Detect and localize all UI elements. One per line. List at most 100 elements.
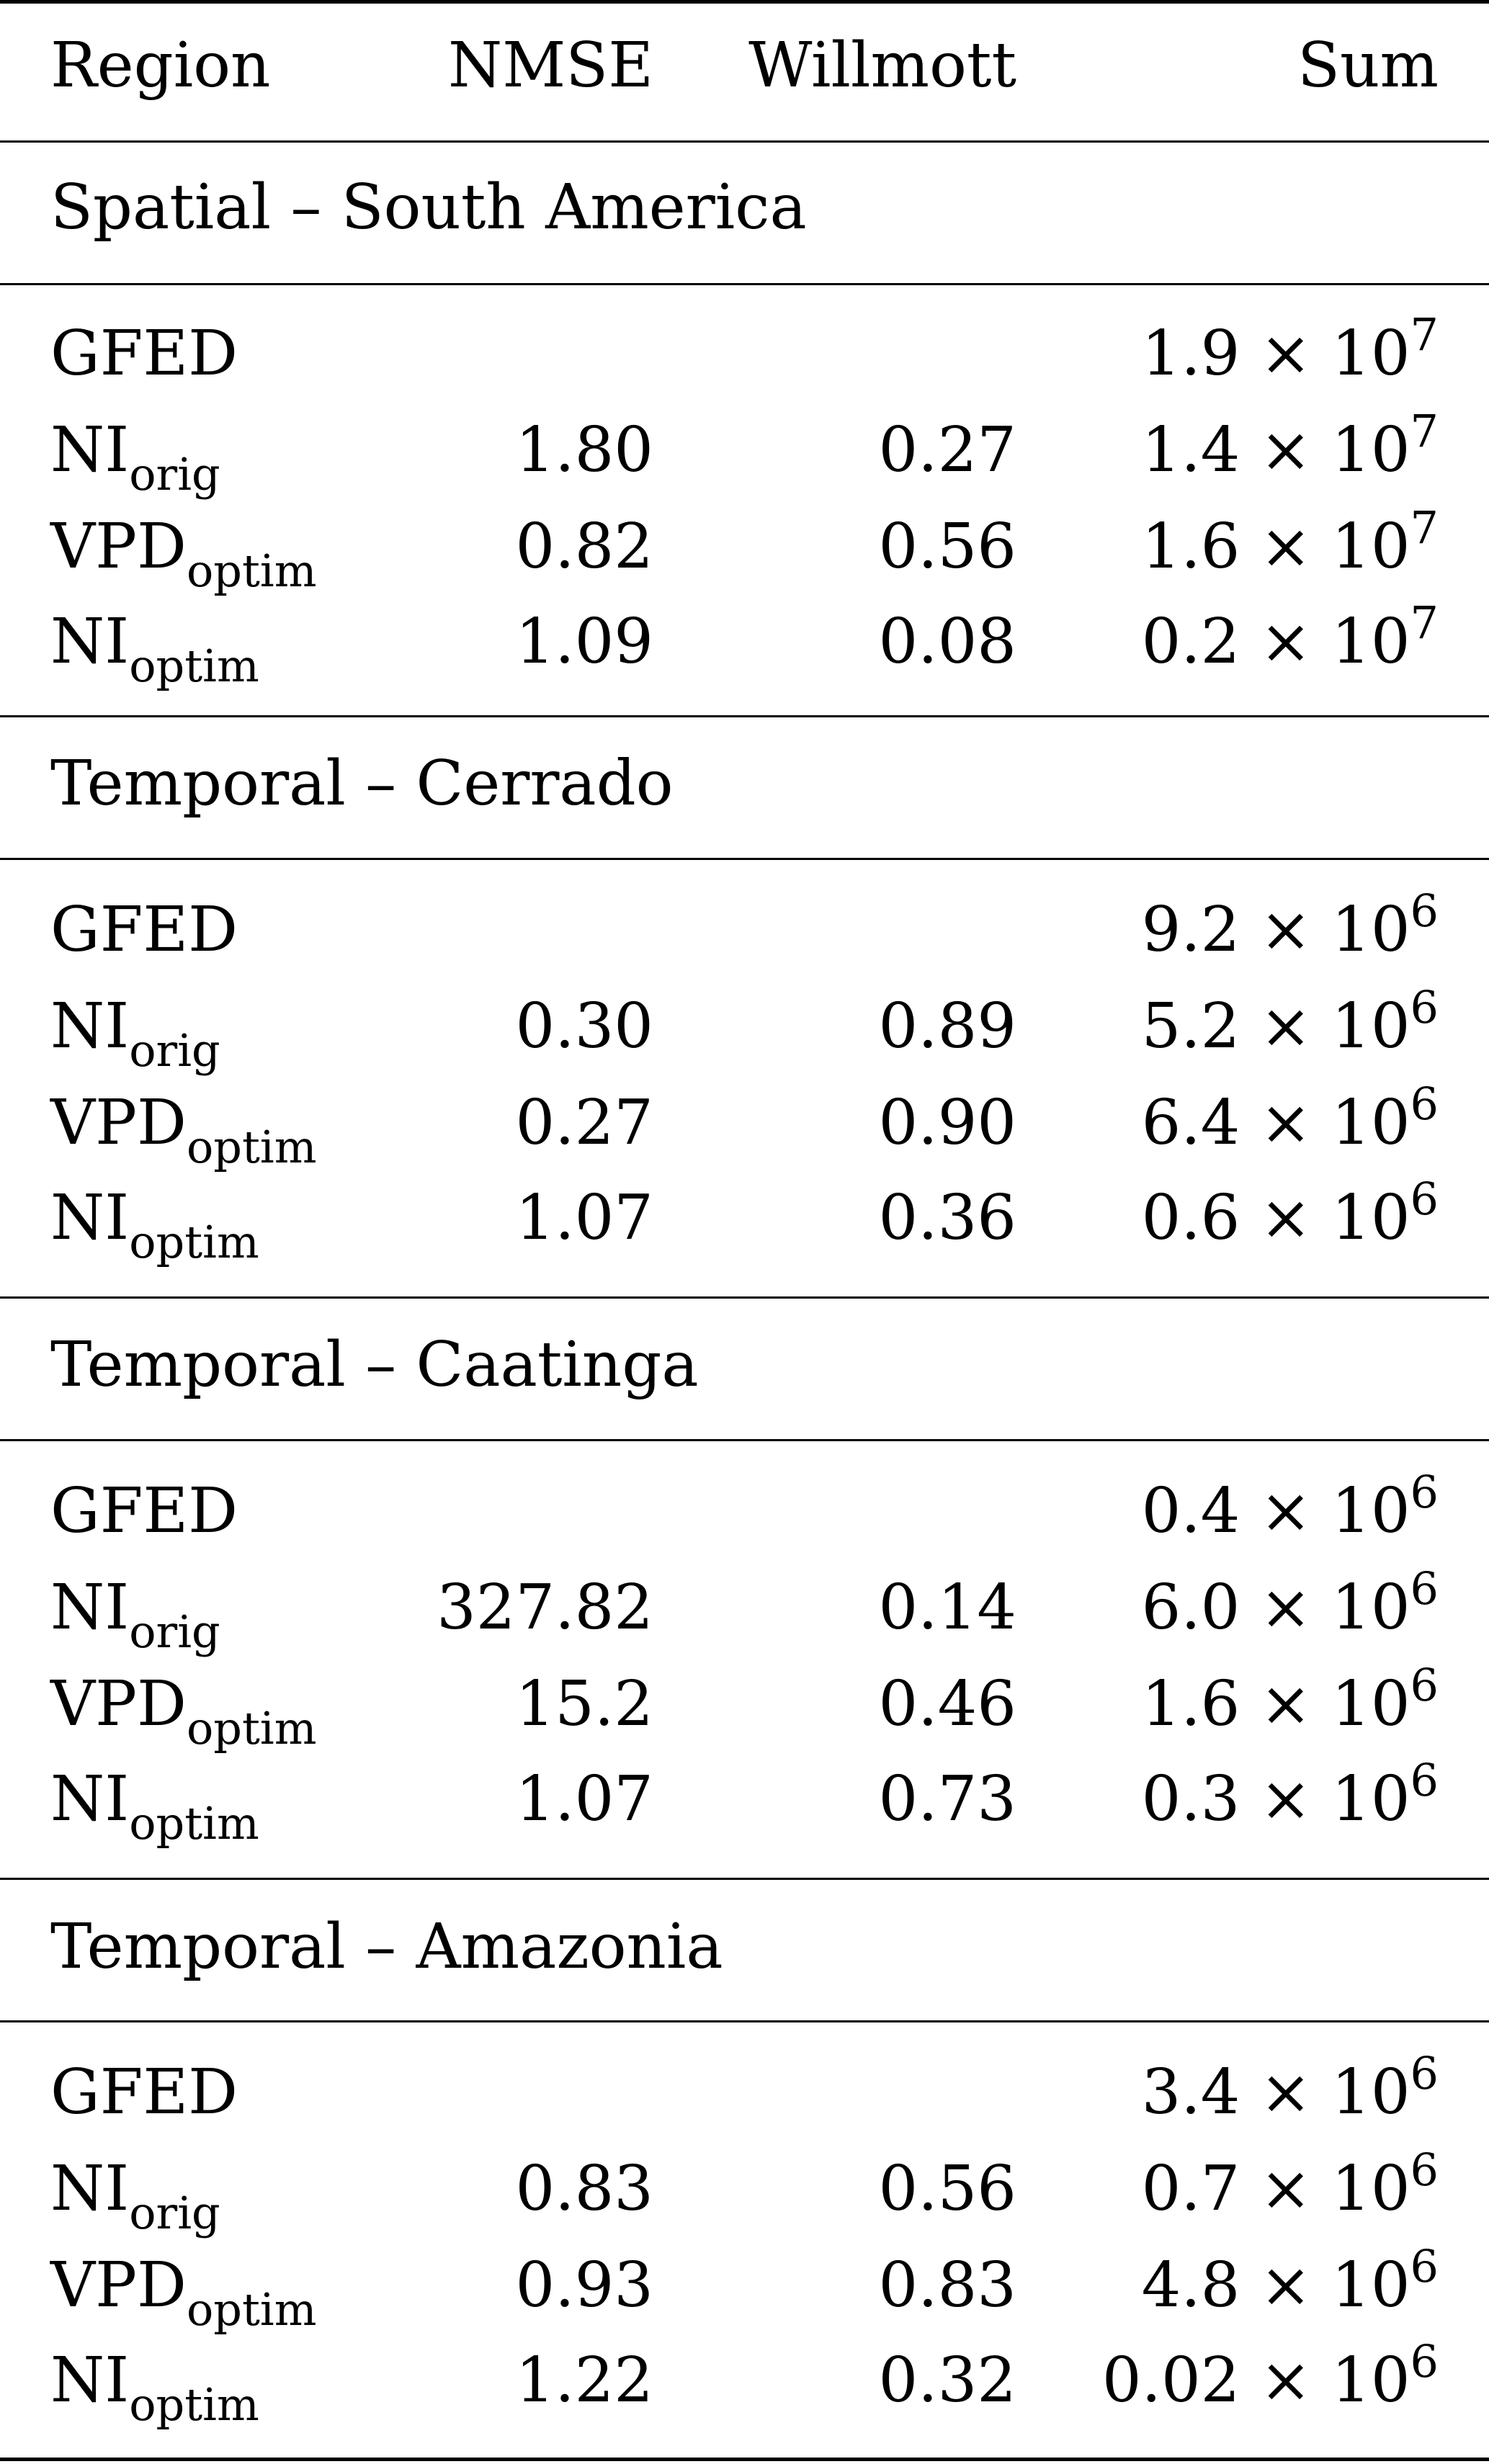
sum-exponent: 6	[1410, 980, 1439, 1034]
model-base: VPD	[50, 2249, 187, 2321]
sum-mantissa: 3.4 × 10	[1141, 2056, 1410, 2128]
model-subscript: orig	[129, 1605, 220, 1659]
sum-mantissa: 6.0 × 10	[1141, 1572, 1410, 1644]
nmse-value: 1.07	[515, 1182, 653, 1254]
model-base: VPD	[50, 1668, 187, 1740]
sum-exponent: 6	[1410, 2239, 1439, 2293]
model-subscript: optim	[186, 545, 317, 598]
model-base: NI	[50, 1763, 130, 1835]
model-base: GFED	[50, 1475, 238, 1547]
model-base: GFED	[50, 894, 238, 966]
model-base: GFED	[50, 2056, 238, 2128]
sum-value: 0.02 × 106	[1102, 2339, 1439, 2411]
model-base: VPD	[50, 1087, 187, 1159]
model-name: GFED	[50, 323, 238, 385]
nmse-value: 0.82	[515, 511, 653, 583]
sum-exponent: 6	[1410, 1172, 1439, 1225]
model-name: VPDoptim	[50, 1673, 317, 1751]
model-base: NI	[50, 606, 130, 678]
model-name: GFED	[50, 2061, 238, 2123]
sum-mantissa: 4.8 × 10	[1141, 2249, 1410, 2321]
header-willmott: Willmott	[748, 30, 1016, 102]
sum-value: 0.3 × 106	[1142, 1757, 1439, 1830]
willmott-value: 0.32	[878, 2344, 1016, 2416]
sum-mantissa: 0.02 × 10	[1101, 2344, 1410, 2416]
model-name: NIorig	[50, 2158, 220, 2236]
model-base: NI	[50, 990, 130, 1062]
model-subscript: optim	[129, 1216, 259, 1269]
model-subscript: orig	[129, 448, 220, 501]
sum-exponent: 6	[1410, 884, 1439, 937]
sum-value: 3.4 × 106	[1142, 2051, 1439, 2123]
sum-mantissa: 0.7 × 10	[1141, 2153, 1410, 2225]
model-base: NI	[50, 2153, 130, 2225]
sum-mantissa: 5.2 × 10	[1141, 990, 1410, 1062]
model-subscript: optim	[186, 1702, 317, 1755]
nmse-value: 0.93	[515, 2249, 653, 2321]
sum-mantissa: 1.4 × 10	[1141, 414, 1410, 486]
sum-exponent: 6	[1410, 2143, 1439, 2196]
model-name: VPDoptim	[50, 516, 317, 593]
model-subscript: optim	[129, 640, 259, 693]
bottom-rule	[0, 2458, 1489, 2461]
model-base: GFED	[50, 318, 238, 390]
sum-exponent: 6	[1410, 2334, 1439, 2388]
sum-mantissa: 0.4 × 10	[1141, 1475, 1410, 1547]
sum-value: 6.0 × 106	[1142, 1566, 1439, 1639]
model-base: NI	[50, 1182, 130, 1254]
sum-mantissa: 1.9 × 10	[1141, 318, 1410, 390]
section-title: Temporal – Caatinga	[50, 1329, 699, 1401]
nmse-value: 1.07	[515, 1763, 653, 1835]
sum-value: 0.2 × 107	[1142, 600, 1439, 673]
section-rule	[0, 858, 1489, 860]
sum-value: 1.6 × 106	[1142, 1662, 1439, 1735]
willmott-value: 0.46	[878, 1668, 1016, 1740]
sum-exponent: 7	[1410, 596, 1439, 649]
nmse-value: 0.83	[515, 2153, 653, 2225]
nmse-value: 0.30	[515, 990, 653, 1062]
sum-mantissa: 0.6 × 10	[1141, 1182, 1410, 1254]
nmse-value: 327.82	[437, 1572, 653, 1644]
sum-mantissa: 0.3 × 10	[1141, 1763, 1410, 1835]
sum-value: 1.4 × 107	[1142, 408, 1439, 481]
sum-mantissa: 9.2 × 10	[1141, 894, 1410, 966]
model-subscript: optim	[129, 1797, 259, 1850]
model-name: VPDoptim	[50, 1092, 317, 1170]
section-separator-rule	[0, 715, 1489, 717]
section-title: Spatial – South America	[50, 171, 807, 243]
model-base: NI	[50, 414, 130, 486]
model-name: GFED	[50, 1480, 238, 1542]
willmott-value: 0.56	[878, 511, 1016, 583]
willmott-value: 0.83	[878, 2249, 1016, 2321]
model-subscript: orig	[129, 2187, 220, 2240]
model-name: NIorig	[50, 1577, 220, 1654]
sum-value: 0.7 × 106	[1142, 2147, 1439, 2220]
section-separator-rule	[0, 1878, 1489, 1880]
willmott-value: 0.89	[878, 990, 1016, 1062]
sum-exponent: 6	[1410, 1465, 1439, 1518]
model-subscript: optim	[186, 1121, 317, 1174]
willmott-value: 0.14	[878, 1572, 1016, 1644]
sum-value: 1.9 × 107	[1142, 312, 1439, 385]
sum-exponent: 6	[1410, 1753, 1439, 1806]
sum-value: 4.8 × 106	[1142, 2244, 1439, 2316]
sum-value: 0.4 × 106	[1142, 1469, 1439, 1542]
section-rule	[0, 1439, 1489, 1441]
model-subscript: optim	[129, 2378, 259, 2432]
header-region: Region	[50, 30, 271, 102]
sum-value: 9.2 × 106	[1142, 888, 1439, 961]
section-separator-rule	[0, 1296, 1489, 1299]
model-base: VPD	[50, 511, 187, 583]
model-subscript: optim	[186, 2283, 317, 2337]
model-subscript: orig	[129, 1024, 220, 1078]
model-name: NIoptim	[50, 611, 259, 689]
nmse-value: 1.09	[515, 606, 653, 678]
willmott-value: 0.73	[878, 1763, 1016, 1835]
willmott-value: 0.90	[878, 1087, 1016, 1159]
model-name: GFED	[50, 899, 238, 961]
sum-value: 6.4 × 106	[1142, 1081, 1439, 1154]
header-sum: Sum	[1297, 30, 1439, 102]
sum-exponent: 7	[1410, 501, 1439, 554]
willmott-value: 0.56	[878, 2153, 1016, 2225]
